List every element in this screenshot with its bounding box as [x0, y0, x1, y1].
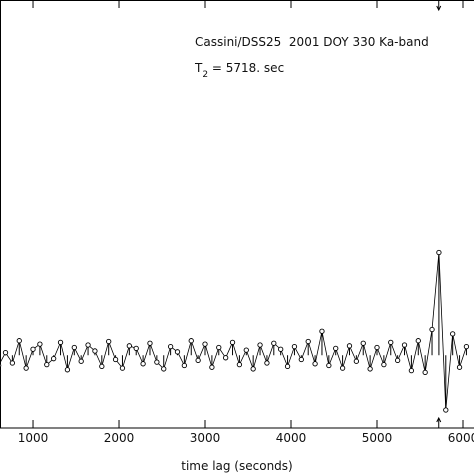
x-tick-label: 5000	[362, 431, 393, 445]
data-point	[71, 344, 77, 351]
data-point	[222, 355, 229, 361]
x-tick-label: 3000	[190, 431, 221, 445]
data-point	[264, 360, 270, 366]
data-point	[16, 338, 22, 344]
data-point	[167, 344, 174, 350]
data-point	[401, 342, 408, 348]
t2-marker-top-head	[436, 5, 442, 12]
x-tick-label: 4000	[276, 431, 307, 445]
t2-marker-bottom-head	[436, 416, 442, 423]
data-point	[106, 338, 112, 345]
data-point	[456, 364, 463, 370]
t2-annotation: T2 = 5718. sec	[194, 61, 284, 80]
data-point	[37, 341, 43, 347]
data-point	[99, 363, 105, 370]
data-point	[126, 343, 132, 349]
data-point	[188, 338, 194, 344]
x-axis-label: time lag (seconds)	[181, 459, 292, 473]
data-point	[202, 341, 208, 347]
annotation: Cassini/DSS25 2001 DOY 330 Ka-band	[195, 35, 429, 49]
data-point	[319, 328, 325, 334]
data-point	[271, 340, 277, 346]
data-point	[326, 362, 332, 369]
t2-text: = 5718. sec	[208, 61, 284, 75]
data-point	[140, 361, 146, 367]
data-point	[339, 365, 346, 371]
data-point	[2, 350, 9, 356]
x-tick-label: 2000	[104, 431, 135, 445]
data-point	[381, 362, 387, 368]
data-point	[298, 356, 304, 363]
data-point	[360, 340, 366, 346]
data-point	[394, 357, 401, 364]
data-point	[51, 356, 57, 362]
data-point	[291, 344, 298, 350]
x-tick-label: 1000	[18, 431, 49, 445]
data-point	[408, 367, 415, 374]
data-point	[147, 340, 153, 346]
data-point	[154, 359, 160, 365]
data-point	[388, 339, 394, 346]
data-point	[44, 362, 50, 368]
data-point	[85, 342, 91, 348]
data-point	[250, 366, 256, 372]
data-point	[436, 249, 442, 256]
data-point	[284, 363, 291, 370]
data-point	[236, 362, 243, 368]
data-point	[92, 348, 98, 354]
data-point	[23, 365, 29, 371]
data-point	[333, 345, 339, 352]
data-point	[174, 349, 181, 355]
data-point	[422, 369, 428, 376]
data-point	[229, 339, 236, 346]
data-point	[346, 343, 353, 349]
series-line	[0, 252, 467, 411]
data-point	[216, 344, 222, 351]
data-point	[112, 356, 119, 363]
t2-symbol: T	[194, 61, 203, 75]
data-point	[78, 358, 84, 364]
data-point	[463, 344, 470, 350]
data-point	[57, 339, 64, 346]
data-point	[0, 363, 2, 368]
data-point	[64, 367, 71, 373]
data-point	[450, 331, 456, 337]
data-point	[119, 365, 126, 371]
t2-subscript: 2	[202, 70, 208, 80]
data-point	[243, 347, 249, 353]
x-tick-label: 6000	[448, 431, 474, 445]
plot-frame	[0, 0, 474, 429]
data-point	[30, 346, 36, 352]
data-point	[9, 360, 16, 366]
data-point	[374, 344, 380, 351]
data-point	[181, 362, 188, 369]
data-point	[161, 366, 167, 372]
data-point	[429, 326, 435, 333]
data-point	[209, 364, 215, 370]
data-point	[133, 345, 139, 352]
data-point	[257, 342, 263, 348]
data-point	[367, 366, 373, 372]
data-point	[312, 361, 318, 367]
data-point	[353, 358, 360, 364]
data-point	[305, 338, 311, 345]
data-point	[278, 346, 284, 352]
data-point	[443, 407, 449, 413]
data-point	[415, 338, 421, 344]
data-point	[195, 357, 201, 364]
